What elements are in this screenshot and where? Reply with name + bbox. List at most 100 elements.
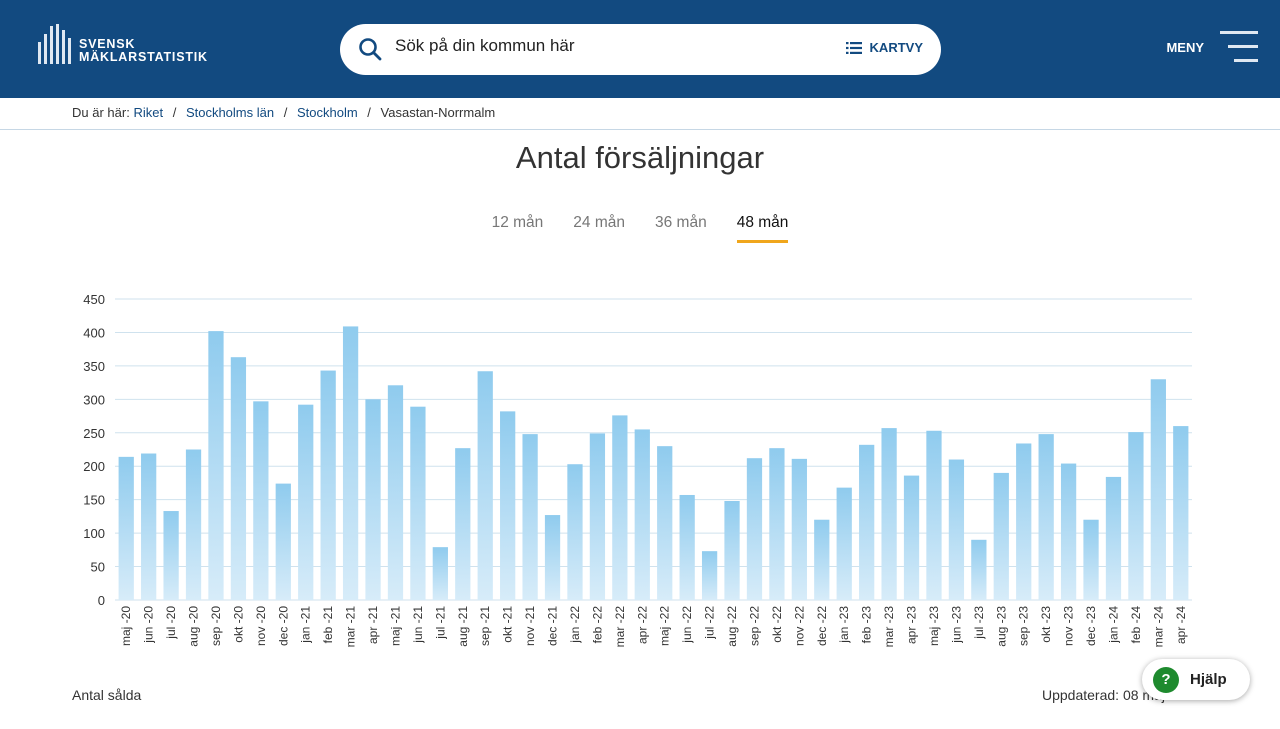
bar-jan-22[interactable]: [567, 464, 583, 600]
bar-aug-22[interactable]: [724, 501, 740, 600]
bar-sep-20[interactable]: [208, 331, 224, 600]
bar-maj-22[interactable]: [657, 446, 673, 600]
bar-mar-23[interactable]: [881, 428, 897, 600]
bar-maj-20[interactable]: [118, 456, 134, 600]
x-tick-label: maj -21: [388, 606, 402, 646]
menu-button[interactable]: MENY: [1166, 31, 1258, 63]
tab-24-months[interactable]: 24 mån: [573, 214, 625, 231]
bar-dec-21[interactable]: [544, 515, 561, 600]
x-tick-label: mar -23: [882, 606, 896, 648]
bar-okt-22[interactable]: [769, 448, 785, 600]
bar-feb-22[interactable]: [589, 433, 606, 600]
bar-jun-21[interactable]: [410, 406, 426, 600]
help-button[interactable]: ? Hjälp: [1142, 659, 1250, 700]
search-icon[interactable]: [358, 37, 382, 61]
bar-sep-23[interactable]: [1016, 443, 1032, 600]
list-icon: [845, 41, 862, 54]
brand-line-2: MÄKLARSTATISTIK: [79, 50, 208, 64]
x-tick-label: sep -23: [1017, 606, 1031, 646]
x-tick-label: apr -22: [635, 606, 649, 644]
bar-jun-20[interactable]: [141, 453, 157, 600]
x-tick-label: mar -24: [1151, 606, 1165, 648]
bar-aug-23[interactable]: [993, 472, 1009, 600]
bar-maj-21[interactable]: [387, 385, 404, 600]
bar-sep-22[interactable]: [746, 458, 763, 600]
bar-nov-23[interactable]: [1060, 463, 1077, 600]
y-axis-caption: Antal sålda: [72, 687, 142, 703]
y-tick-label: 400: [83, 325, 105, 340]
bar-maj-23[interactable]: [926, 430, 942, 600]
x-tick-label: nov -21: [523, 606, 537, 646]
x-tick-label: nov -23: [1062, 606, 1076, 646]
bar-mar-21[interactable]: [342, 326, 359, 600]
bar-apr-23[interactable]: [903, 475, 920, 600]
x-tick-label: jan -24: [1106, 606, 1120, 644]
bar-okt-21[interactable]: [500, 411, 516, 600]
y-tick-label: 200: [83, 459, 105, 474]
tab-48-months[interactable]: 48 mån: [736, 214, 789, 243]
bar-jul-22[interactable]: [701, 551, 718, 600]
breadcrumb-link-stockholms-lan[interactable]: Stockholms län: [185, 105, 275, 120]
search-input[interactable]: [395, 36, 835, 56]
page-title: Antal försäljningar: [515, 140, 765, 175]
site-header: SVENSK MÄKLARSTATISTIK KARTVY MENY: [0, 0, 1280, 98]
x-tick-label: jan -23: [837, 606, 851, 644]
bar-okt-23[interactable]: [1038, 434, 1054, 600]
bar-dec-23[interactable]: [1083, 519, 1099, 600]
bar-jul-21[interactable]: [432, 547, 448, 600]
bar-apr-24[interactable]: [1173, 426, 1189, 600]
bar-dec-20[interactable]: [275, 483, 291, 600]
y-tick-label: 300: [83, 392, 105, 407]
x-tick-label: jun -20: [142, 606, 156, 644]
bar-jan-24[interactable]: [1105, 476, 1122, 600]
x-tick-label: maj -23: [927, 606, 941, 646]
x-tick-label: maj -22: [658, 606, 672, 646]
brand-logo[interactable]: SVENSK MÄKLARSTATISTIK: [38, 24, 208, 64]
bar-aug-21[interactable]: [455, 448, 471, 600]
breadcrumb: Du är här: Riket / Stockholms län / Stoc…: [72, 105, 495, 120]
map-view-label: KARTVY: [869, 40, 923, 55]
bar-feb-21[interactable]: [320, 370, 336, 600]
x-tick-label: aug -22: [725, 606, 739, 647]
bar-nov-21[interactable]: [522, 434, 538, 600]
bar-jan-21[interactable]: [298, 404, 314, 600]
question-icon: ?: [1153, 666, 1179, 693]
y-tick-label: 0: [98, 593, 105, 608]
bar-jul-20[interactable]: [163, 511, 179, 600]
breadcrumb-link-riket[interactable]: Riket: [133, 105, 164, 120]
bar-feb-24[interactable]: [1128, 432, 1144, 600]
logo-bars-icon: [38, 24, 71, 64]
breadcrumb-link-stockholm[interactable]: Stockholm: [296, 105, 358, 120]
bar-okt-20[interactable]: [230, 357, 247, 600]
bar-jun-22[interactable]: [679, 494, 695, 600]
x-tick-label: feb -24: [1129, 606, 1143, 644]
tab-36-months[interactable]: 36 mån: [655, 214, 707, 231]
bar-dec-22[interactable]: [814, 519, 830, 600]
x-tick-label: aug -21: [456, 606, 470, 647]
bar-mar-22[interactable]: [612, 415, 628, 600]
map-view-button[interactable]: KARTVY: [845, 40, 923, 55]
bar-apr-21[interactable]: [365, 399, 381, 600]
bar-jun-23[interactable]: [948, 459, 965, 600]
x-tick-label: okt -21: [501, 606, 515, 643]
y-tick-label: 150: [83, 493, 105, 508]
bar-jan-23[interactable]: [836, 487, 852, 600]
bar-feb-23[interactable]: [859, 444, 875, 600]
x-tick-label: okt -23: [1039, 606, 1053, 643]
x-tick-label: aug -23: [994, 606, 1008, 647]
bar-aug-20[interactable]: [185, 449, 202, 601]
x-tick-label: feb -21: [321, 606, 335, 644]
x-tick-label: jan -21: [299, 606, 313, 644]
x-tick-label: dec -21: [546, 606, 560, 646]
x-tick-label: feb -23: [860, 606, 874, 644]
bar-apr-22[interactable]: [634, 429, 650, 600]
bar-jul-23[interactable]: [971, 539, 987, 600]
bar-sep-21[interactable]: [477, 371, 493, 600]
tab-12-months[interactable]: 12 mån: [491, 214, 544, 231]
x-tick-label: apr -21: [366, 606, 380, 644]
bar-nov-20[interactable]: [253, 401, 269, 600]
bar-nov-22[interactable]: [791, 458, 807, 600]
x-tick-label: jun -22: [680, 606, 694, 644]
bar-mar-24[interactable]: [1150, 379, 1166, 600]
updated-date: Uppdaterad: 08 maj: [1042, 687, 1165, 703]
